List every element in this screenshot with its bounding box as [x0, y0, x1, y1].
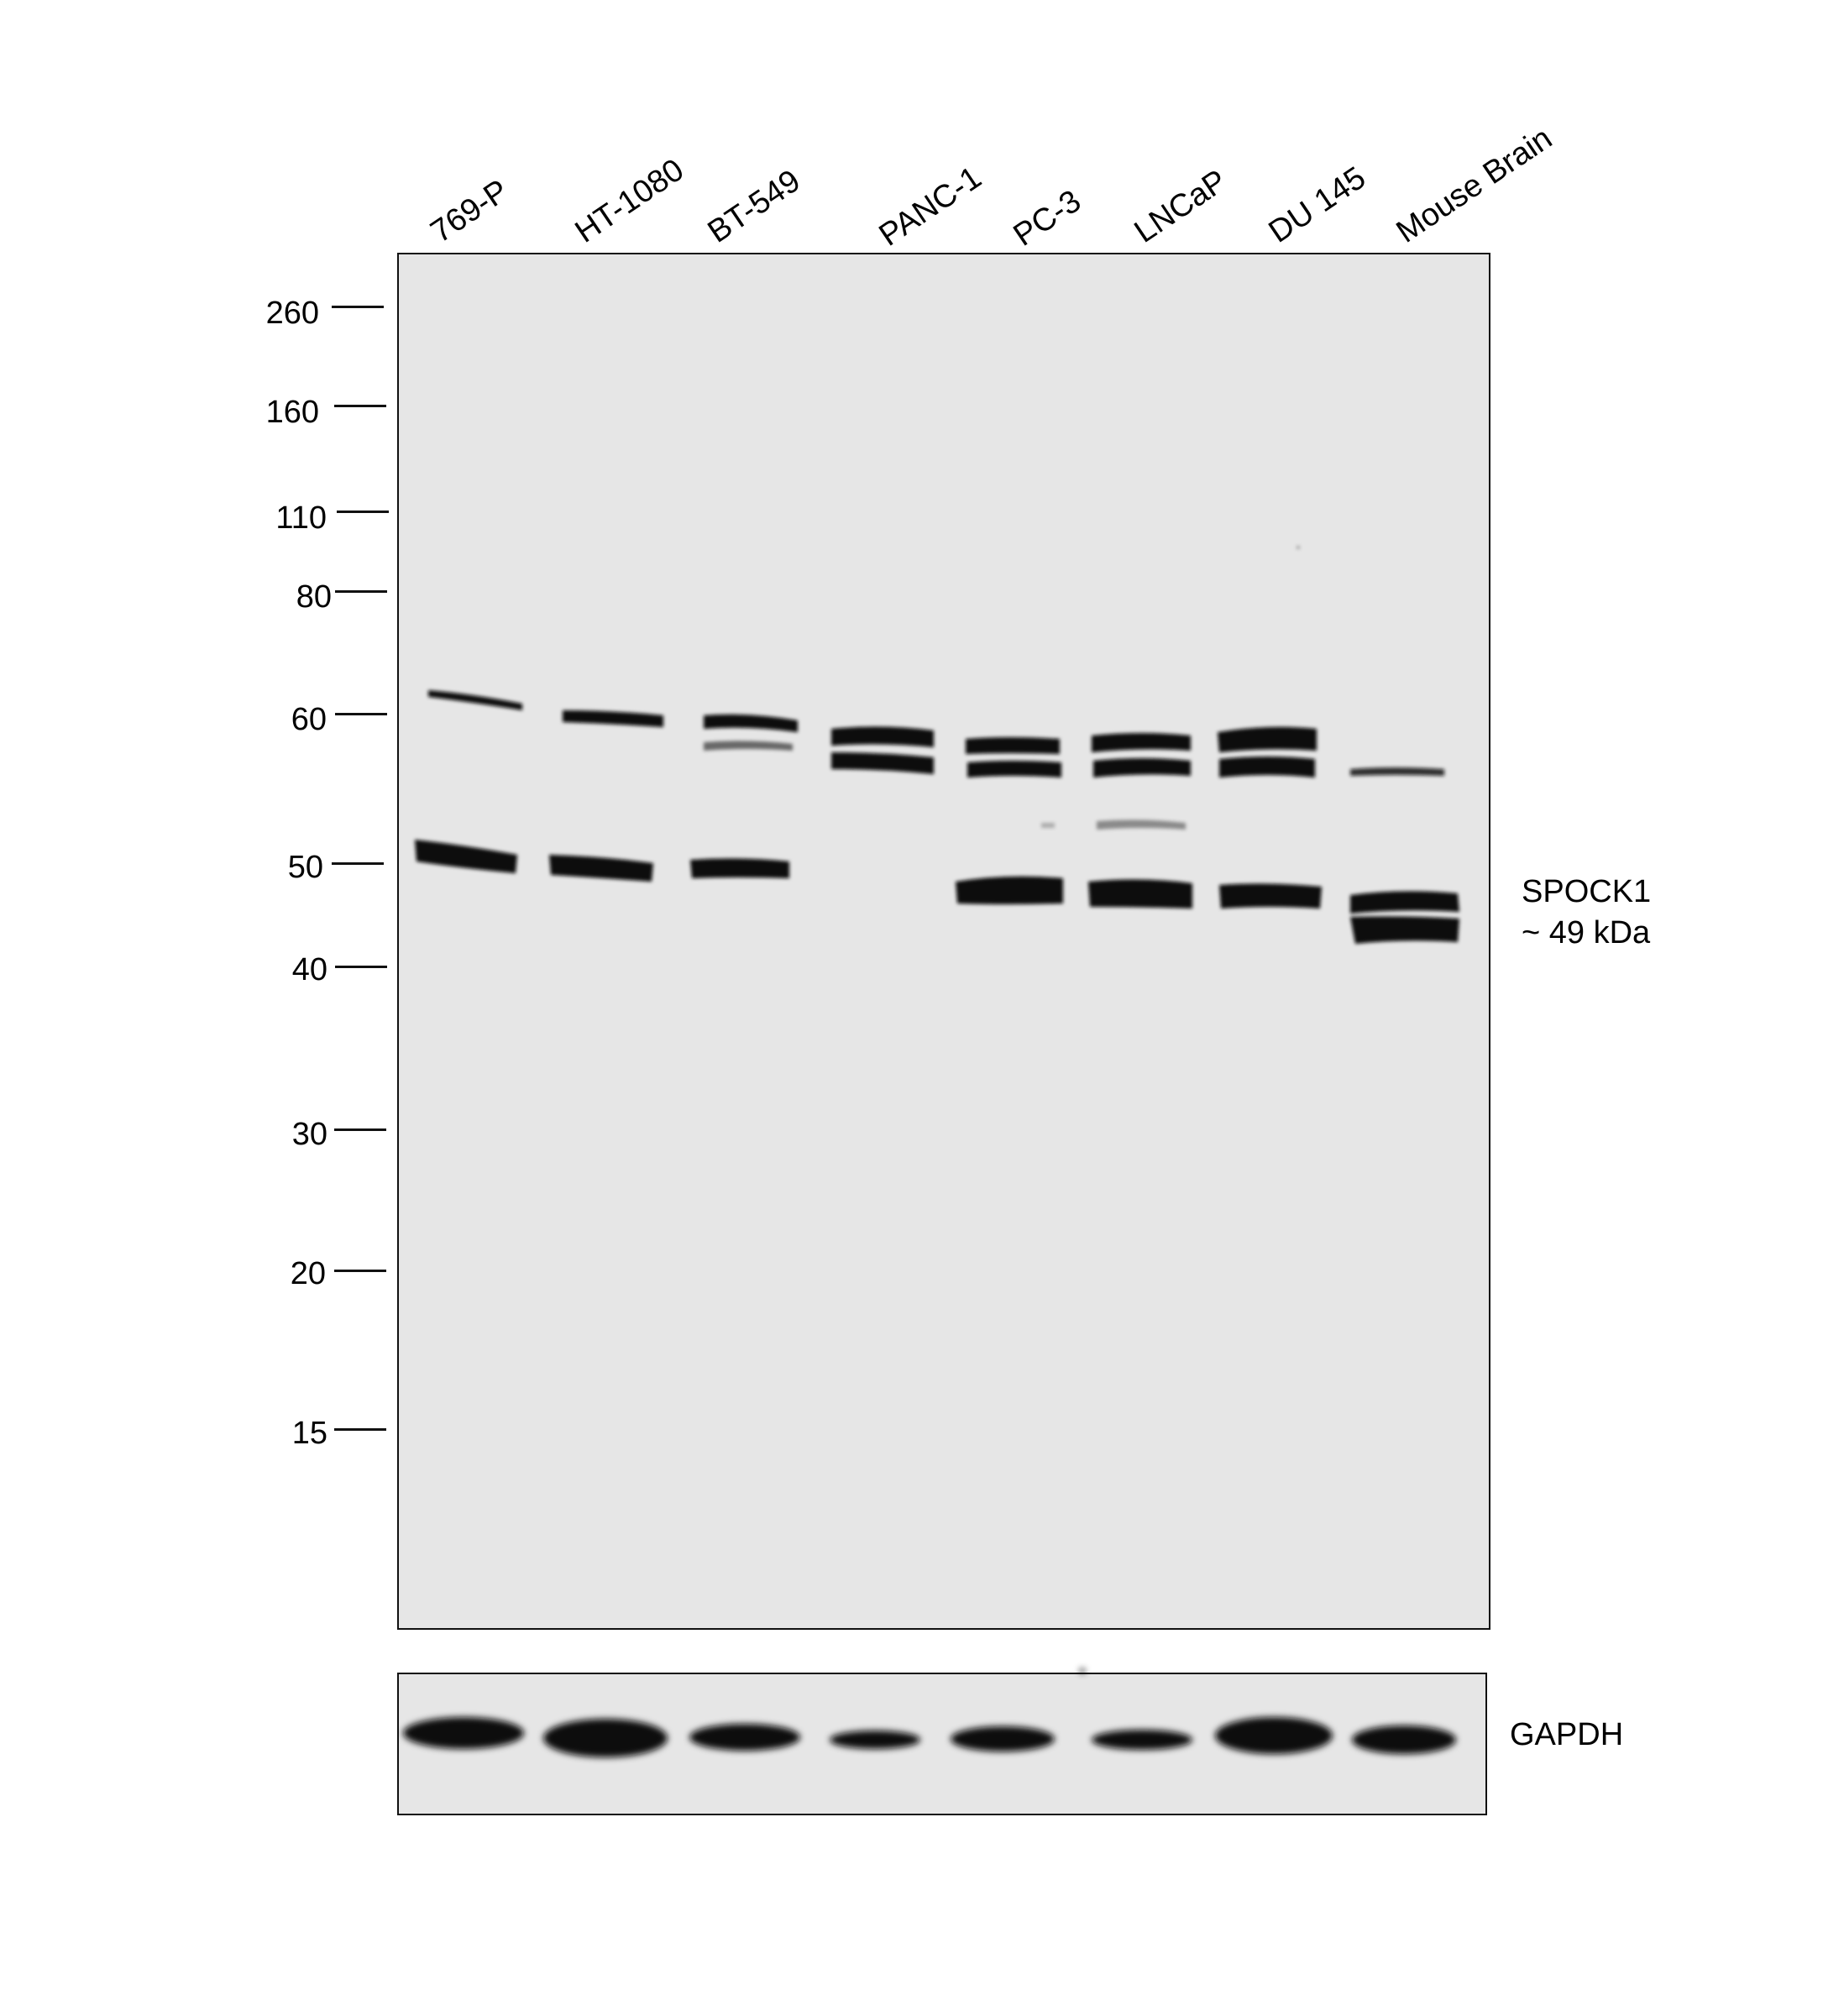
mw-tick-160: [334, 405, 386, 407]
band-lncap-faint: [1097, 819, 1186, 830]
membrane-speck: [1297, 546, 1300, 549]
target-label: SPOCK1 ~ 49 kDa: [1522, 872, 1651, 953]
main-blot-membrane: [397, 253, 1490, 1630]
band-panc1-upper: [831, 726, 934, 747]
mw-label-80: 80: [296, 579, 332, 615]
gapdh-band-du145: [1215, 1717, 1333, 1754]
mw-tick-20: [334, 1270, 386, 1272]
mw-label-60: 60: [291, 702, 327, 737]
band-mouse-brain-main-upper: [1350, 891, 1459, 914]
band-mouse-brain-main-lower: [1350, 916, 1459, 944]
band-lncap-lower: [1093, 758, 1191, 778]
mw-tick-30: [334, 1128, 386, 1131]
band-pc3-upper: [966, 737, 1060, 754]
mw-tick-40: [335, 966, 387, 968]
loading-membrane-speck: [1080, 1668, 1085, 1673]
mw-tick-50: [332, 862, 384, 865]
band-ht1080-upper: [563, 710, 663, 727]
mw-label-50: 50: [287, 850, 323, 885]
band-pc3-faint: [1041, 823, 1055, 828]
loading-control-label: GAPDH: [1510, 1717, 1624, 1752]
mw-tick-15: [334, 1428, 386, 1431]
mw-label-15: 15: [291, 1416, 327, 1451]
band-bt549-lower: [690, 858, 789, 878]
band-bt549-faint: [704, 741, 793, 751]
mw-label-260: 260: [265, 296, 319, 331]
gapdh-band-pc3: [951, 1726, 1055, 1752]
band-bt549-upper: [704, 714, 798, 732]
mw-label-40: 40: [291, 952, 327, 987]
gapdh-band-bt549: [689, 1724, 800, 1751]
gapdh-band-769p: [403, 1717, 524, 1749]
mw-label-20: 20: [290, 1256, 326, 1291]
mw-tick-260: [332, 306, 384, 308]
band-pc3-main: [956, 876, 1063, 904]
band-769p-lower: [415, 840, 517, 873]
gapdh-band-panc1: [830, 1731, 920, 1749]
band-pc3-lower: [967, 761, 1061, 778]
band-du145-main: [1219, 883, 1322, 909]
band-769p-upper: [428, 690, 522, 710]
band-ht1080-lower: [549, 855, 653, 882]
mw-label-160: 160: [265, 395, 319, 430]
band-lncap-main: [1088, 879, 1192, 909]
mw-label-30: 30: [291, 1117, 327, 1152]
mw-tick-80: [335, 590, 387, 593]
band-lncap-upper: [1092, 733, 1191, 752]
target-size: ~ 49 kDa: [1522, 914, 1651, 950]
mw-tick-60: [335, 713, 387, 715]
gapdh-band-mouse-brain: [1352, 1725, 1456, 1754]
band-panc1-lower: [831, 752, 934, 774]
band-mouse-brain-upper: [1350, 767, 1444, 776]
gapdh-band-lncap: [1092, 1730, 1192, 1750]
target-name: SPOCK1: [1522, 874, 1652, 909]
mw-label-110: 110: [275, 500, 327, 536]
band-du145-lower: [1219, 757, 1315, 778]
mw-tick-110: [337, 511, 389, 513]
gapdh-band-ht1080: [543, 1719, 668, 1757]
band-du145-upper: [1218, 726, 1317, 752]
